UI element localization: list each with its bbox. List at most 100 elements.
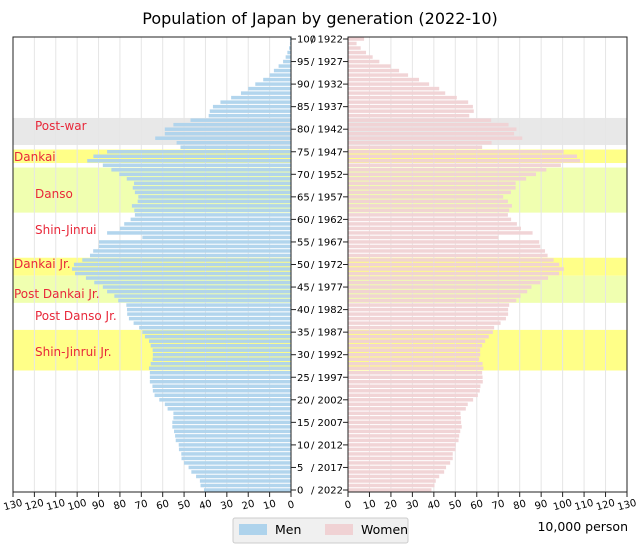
year-tick-label-35: / 1987 [311,328,343,339]
age-tick-label-45: 45 [297,283,310,294]
age-tick-label-75: 75 [297,147,310,158]
bar-men-age-100 [289,37,291,41]
bar-women-age-43 [348,294,521,298]
x-tick-label-right-60: 60 [469,499,484,513]
bar-women-age-92 [348,73,409,77]
bar-women-age-36 [348,325,495,330]
bar-men-age-1 [200,483,291,488]
bar-men-age-86 [220,100,291,104]
bar-men-age-65 [138,195,291,199]
legend-swatch-women [325,524,353,535]
x-tick-label-left-20: 20 [241,499,256,513]
age-tick-label-20: 20 [297,395,310,406]
bar-men-age-33 [149,339,291,343]
bar-men-age-2 [199,479,291,483]
bar-women-age-21 [348,393,478,398]
bar-women-age-44 [348,289,528,294]
x-tick-label-left-40: 40 [198,499,213,513]
bar-men-age-40 [126,307,291,312]
bar-women-age-67 [348,186,516,190]
bar-women-age-83 [348,113,470,118]
generation-label-5: Post Dankai Jr. [14,287,100,301]
bar-men-age-95 [283,59,291,64]
bar-women-age-7 [348,456,453,461]
generation-label-7: Shin-Jinrui Jr. [35,345,112,359]
generation-label-1: Dankai [14,150,56,164]
bar-women-age-63 [348,204,512,208]
bar-women-age-23 [348,384,481,389]
x-tick-label-left-70: 70 [134,499,149,513]
x-tick-label-right-0: 0 [344,499,353,511]
bar-men-age-23 [152,384,291,389]
bar-women-age-13 [348,429,461,434]
bar-men-age-45 [102,285,291,289]
bar-women-age-16 [348,416,461,420]
bar-women-age-72 [348,163,561,168]
bar-women-age-6 [348,461,451,465]
age-tick-label-100: 100 [297,35,316,46]
bar-men-age-93 [273,68,291,73]
bar-men-age-90 [255,82,291,86]
band-left-5 [13,275,291,303]
bar-women-age-47 [348,276,549,280]
age-tick-label-80: 80 [297,125,310,136]
bar-men-age-75 [107,150,291,154]
bar-women-age-73 [348,159,580,163]
bar-women-age-39 [348,312,509,316]
bar-women-age-10 [348,443,456,447]
x-tick-label-left-80: 80 [112,499,127,513]
unit-label: 10,000 person [537,519,628,534]
x-tick-label-right-120: 120 [595,498,616,514]
age-tick-label-25: 25 [297,373,310,384]
bar-women-age-77 [348,140,492,145]
bar-women-age-8 [348,452,453,456]
bar-women-age-4 [348,470,445,474]
legend-box [232,517,409,544]
bar-men-age-52 [89,253,291,258]
bar-men-age-74 [93,154,291,159]
bar-women-age-1 [348,483,435,488]
bar-men-age-32 [150,343,291,348]
bar-women-age-74 [348,154,577,159]
x-tick-label-right-70: 70 [491,499,506,513]
bar-men-age-4 [191,470,291,474]
year-tick-label-40: / 1982 [311,305,343,316]
age-tick-label-70: 70 [297,170,310,181]
year-tick-label-10: / 2012 [311,440,343,451]
bar-men-age-70 [119,172,291,177]
bar-men-age-28 [150,361,291,366]
x-tick-label-left-100: 100 [67,498,88,514]
bar-women-age-31 [348,348,481,352]
bar-women-age-26 [348,370,483,375]
bar-men-age-53 [93,249,291,253]
bar-women-age-28 [348,361,483,366]
bar-women-age-94 [348,64,391,68]
bar-women-age-35 [348,330,493,334]
bar-women-age-56 [348,235,499,240]
bar-women-age-45 [348,285,532,289]
bar-women-age-37 [348,321,501,325]
bar-women-age-82 [348,118,492,122]
bar-women-age-30 [348,352,481,357]
bar-men-age-99 [289,41,291,46]
bar-men-age-54 [98,244,291,249]
age-tick-label-30: 30 [297,350,310,361]
year-tick-label-95: / 1927 [311,57,343,68]
bar-men-age-16 [173,416,291,420]
bar-men-age-51 [82,258,291,262]
bar-women-age-12 [348,434,460,438]
x-tick-label-left-120: 120 [24,498,45,514]
generation-label-0: Post-war [35,119,87,133]
band-left-0 [13,117,291,145]
year-tick-label-30: / 1992 [311,350,343,361]
bar-men-age-6 [184,461,291,465]
bar-women-age-86 [348,100,469,104]
year-tick-label-100: / 1922 [311,35,343,46]
bar-women-age-2 [348,479,436,483]
bar-men-age-59 [124,222,291,226]
bar-men-age-7 [181,456,291,461]
bar-men-age-8 [181,452,291,456]
bar-women-age-64 [348,199,508,204]
bar-women-age-69 [348,177,527,181]
bar-women-age-58 [348,226,521,231]
